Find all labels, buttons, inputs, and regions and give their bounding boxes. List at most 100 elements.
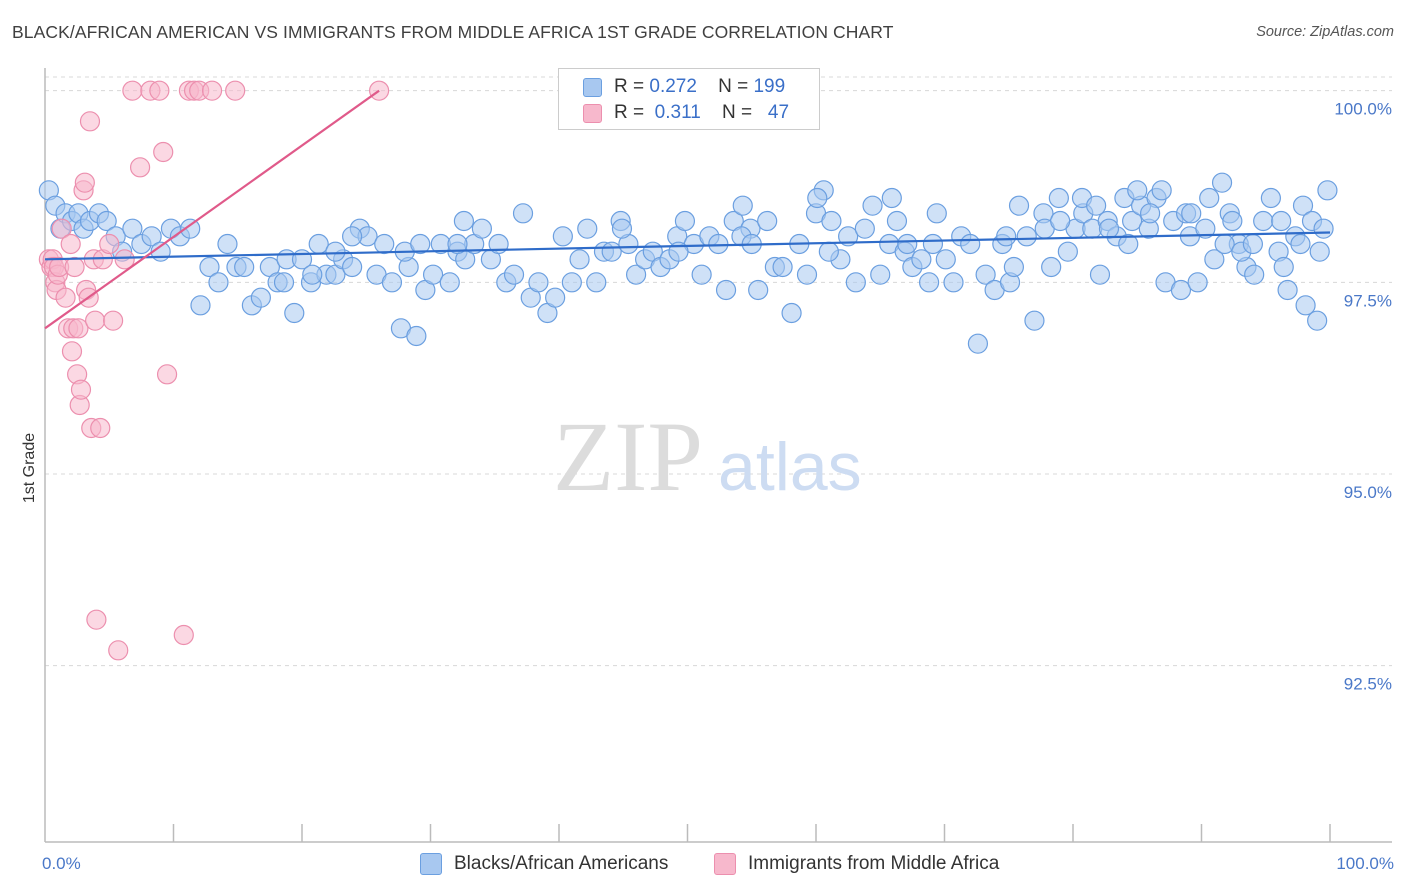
point-blacks — [960, 233, 981, 255]
point-immigrants — [68, 318, 89, 339]
point-blacks — [273, 272, 295, 293]
point-blacks — [561, 272, 582, 293]
chart-title: BLACK/AFRICAN AMERICAN VS IMMIGRANTS FRO… — [12, 22, 894, 42]
point-blacks — [845, 272, 866, 293]
point-blacks — [96, 210, 117, 232]
point-immigrants — [61, 341, 83, 362]
point-immigrants — [64, 256, 85, 278]
point-blacks — [1242, 233, 1264, 255]
series-label-blacks: Blacks/African Americans — [454, 853, 669, 874]
series-swatch-pink — [714, 853, 736, 875]
legend-swatch-blue — [583, 77, 602, 97]
point-blacks — [870, 264, 891, 285]
point-blacks — [1313, 218, 1334, 239]
point-blacks — [1089, 264, 1111, 285]
gridlines — [45, 76, 1392, 667]
point-blacks — [781, 302, 802, 324]
point-blacks — [862, 195, 883, 216]
point-blacks — [691, 264, 712, 285]
point-blacks — [199, 256, 220, 278]
point-blacks — [926, 203, 947, 224]
point-blacks — [586, 272, 607, 293]
point-blacks — [122, 218, 143, 239]
point-blacks — [1195, 218, 1216, 239]
point-blacks — [503, 264, 525, 285]
trend-lines — [44, 89, 1331, 330]
point-blacks — [471, 218, 492, 239]
point-blacks — [821, 210, 842, 232]
series-legend-immigrants: Immigrants from Middle Africa — [714, 851, 999, 877]
point-immigrants — [149, 80, 170, 101]
point-blacks — [757, 210, 778, 232]
legend-row-blacks: R = 0.272 N = 199 — [583, 74, 785, 100]
point-blacks — [1214, 233, 1235, 255]
legend-n-label: N = — [721, 102, 753, 123]
point-blacks — [342, 226, 363, 247]
point-immigrants — [153, 141, 174, 163]
point-blacks — [422, 264, 444, 285]
point-blacks — [439, 272, 460, 293]
point-immigrants — [108, 640, 129, 661]
stats-legend: R = 0.272 N = 199 R = 0.311 N = 47 — [558, 68, 820, 130]
point-blacks — [528, 272, 549, 293]
point-immigrants — [60, 233, 81, 255]
y-axis-label: 1st Grade — [21, 433, 38, 503]
point-blacks — [1295, 295, 1316, 316]
legend-row-immigrants: R = 0.311 N = 47 — [583, 100, 789, 126]
legend-n-value: 199 — [753, 76, 786, 97]
watermark: ZIP atlas — [553, 401, 862, 512]
legend-r-label: R = — [614, 76, 645, 97]
point-immigrants — [55, 287, 76, 308]
point-blacks — [342, 256, 363, 278]
point-blacks — [1244, 264, 1265, 285]
point-immigrants — [156, 364, 178, 385]
point-blacks — [406, 325, 427, 347]
point-blacks — [918, 272, 940, 293]
trend-line-immigrants — [44, 89, 380, 330]
point-immigrants — [85, 310, 106, 331]
point-blacks — [1290, 233, 1311, 255]
legend-r-label: R = — [614, 102, 645, 123]
point-blacks — [180, 218, 201, 239]
point-blacks — [1118, 233, 1139, 255]
point-blacks — [545, 287, 566, 308]
point-immigrants — [173, 624, 194, 646]
point-blacks — [1024, 310, 1045, 331]
y-tick-label: 92.5% — [1344, 675, 1392, 694]
legend-n-value: 47 — [767, 102, 790, 123]
point-blacks — [1057, 241, 1078, 262]
point-blacks — [453, 210, 475, 232]
trend-line-blacks — [44, 231, 1331, 261]
point-blacks — [1277, 279, 1298, 301]
point-blacks — [967, 333, 989, 354]
point-blacks — [234, 256, 255, 278]
x-tick-label-max: 100.0% — [1336, 854, 1394, 873]
point-immigrants — [99, 233, 120, 255]
point-blacks — [1122, 210, 1143, 232]
point-blacks — [1098, 218, 1120, 239]
series-swatch-blue — [420, 853, 442, 875]
point-blacks — [1016, 226, 1037, 247]
point-blacks — [1253, 210, 1274, 232]
series-legend-blacks: Blacks/African Americans — [420, 851, 668, 877]
point-blacks — [325, 241, 346, 262]
point-blacks — [1003, 256, 1024, 278]
point-immigrants — [90, 417, 111, 439]
y-tick-label: 95.0% — [1344, 483, 1392, 502]
point-immigrants — [51, 218, 72, 239]
point-immigrants — [129, 157, 151, 178]
point-blacks — [854, 218, 875, 239]
point-blacks — [410, 233, 431, 255]
y-tick-label: 97.5% — [1344, 291, 1392, 310]
series-label-immigrants: Immigrants from Middle Africa — [748, 853, 1000, 874]
point-immigrants — [70, 379, 92, 400]
point-blacks — [1273, 256, 1294, 278]
source-credit: Source: ZipAtlas.com — [1256, 24, 1394, 40]
point-blacks — [1127, 180, 1148, 201]
point-blacks — [886, 210, 908, 232]
point-blacks — [577, 218, 598, 239]
point-blacks — [1139, 203, 1161, 224]
y-tick-label: 100.0% — [1334, 100, 1392, 119]
point-blacks — [1211, 172, 1233, 193]
